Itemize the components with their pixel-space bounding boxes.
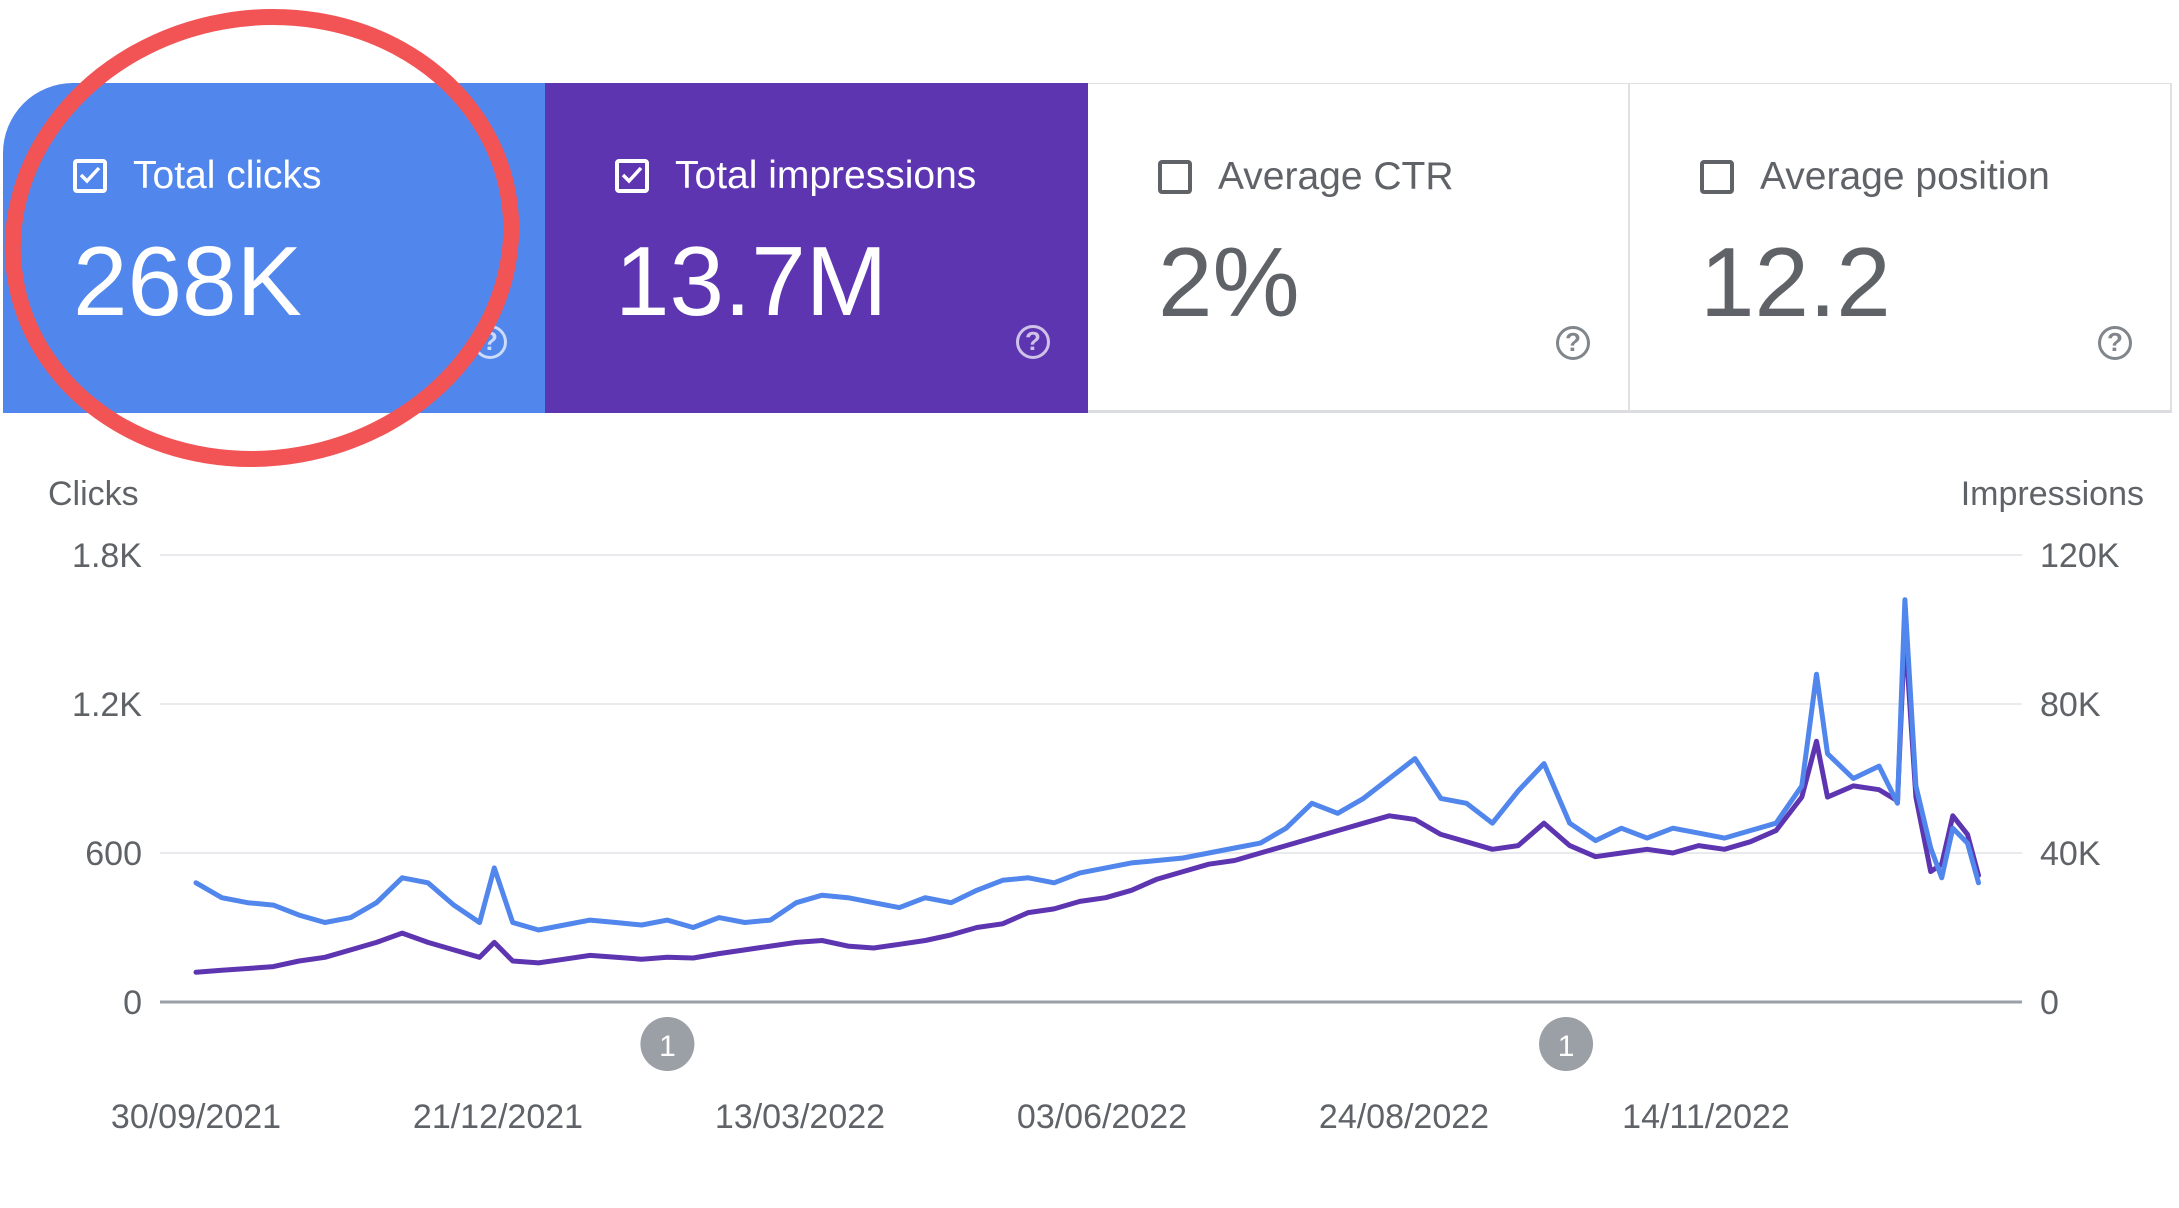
right-axis-label: Impressions xyxy=(1961,475,2144,513)
event-marker-label: 1 xyxy=(659,1030,676,1063)
metric-label: Total clicks xyxy=(133,154,322,197)
x-tick-label: 13/03/2022 xyxy=(715,1098,885,1136)
x-tick-label: 30/09/2021 xyxy=(111,1098,281,1136)
left-axis-label: Clicks xyxy=(48,475,139,513)
left-tick-label: 1.2K xyxy=(72,686,142,724)
metric-label: Average position xyxy=(1760,155,2050,198)
right-tick-label: 80K xyxy=(2040,686,2101,724)
metric-value: 2% xyxy=(1158,227,1300,337)
right-tick-label: 120K xyxy=(2040,537,2120,575)
metric-label: Total impressions xyxy=(675,154,977,197)
metric-card-average-position[interactable]: Average position 12.2 ? xyxy=(1630,83,2172,413)
metric-cards: Total clicks 268K ? Total impressions 13… xyxy=(0,83,2179,413)
right-axis-ticks: 120K 80K 40K 0 xyxy=(2040,537,2120,1022)
checkbox-checked-icon[interactable] xyxy=(73,159,107,193)
help-icon[interactable]: ? xyxy=(2098,326,2132,360)
checkbox-checked-icon[interactable] xyxy=(615,159,649,193)
checkbox-unchecked-icon[interactable] xyxy=(1700,160,1734,194)
metric-value: 268K xyxy=(73,226,302,336)
help-icon[interactable]: ? xyxy=(1016,325,1050,359)
left-tick-label: 1.8K xyxy=(72,537,142,575)
x-tick-label: 21/12/2021 xyxy=(413,1098,583,1136)
metric-value: 13.7M xyxy=(615,226,888,336)
left-axis-ticks: 1.8K 1.2K 600 0 xyxy=(72,537,142,1022)
checkbox-unchecked-icon[interactable] xyxy=(1158,160,1192,194)
x-tick-label: 14/11/2022 xyxy=(1622,1098,1790,1136)
series-line-clicks xyxy=(193,597,1981,933)
x-tick-label: 03/06/2022 xyxy=(1017,1098,1187,1136)
help-icon[interactable]: ? xyxy=(1556,326,1590,360)
event-marker[interactable]: 1 xyxy=(1539,1017,1594,1071)
metric-label: Average CTR xyxy=(1218,155,1454,198)
event-marker[interactable]: 1 xyxy=(640,1017,695,1071)
series-line-impressions xyxy=(193,627,1981,975)
metric-card-total-clicks[interactable]: Total clicks 268K ? xyxy=(3,83,545,413)
chart-series xyxy=(193,597,1981,975)
left-tick-label: 600 xyxy=(85,835,142,873)
left-tick-label: 0 xyxy=(123,984,142,1022)
event-marker-label: 1 xyxy=(1558,1030,1575,1063)
chart-grid xyxy=(160,554,2022,1004)
metric-value: 12.2 xyxy=(1700,227,1891,337)
x-axis-ticks: 30/09/2021 21/12/2021 13/03/2022 03/06/2022… xyxy=(111,1098,1790,1136)
x-tick-label: 24/08/2022 xyxy=(1319,1098,1489,1136)
right-tick-label: 0 xyxy=(2040,984,2059,1022)
metric-card-average-ctr[interactable]: Average CTR 2% ? xyxy=(1088,83,1630,413)
help-icon[interactable]: ? xyxy=(473,325,507,359)
right-tick-label: 40K xyxy=(2040,835,2101,873)
metric-card-total-impressions[interactable]: Total impressions 13.7M ? xyxy=(545,83,1088,413)
